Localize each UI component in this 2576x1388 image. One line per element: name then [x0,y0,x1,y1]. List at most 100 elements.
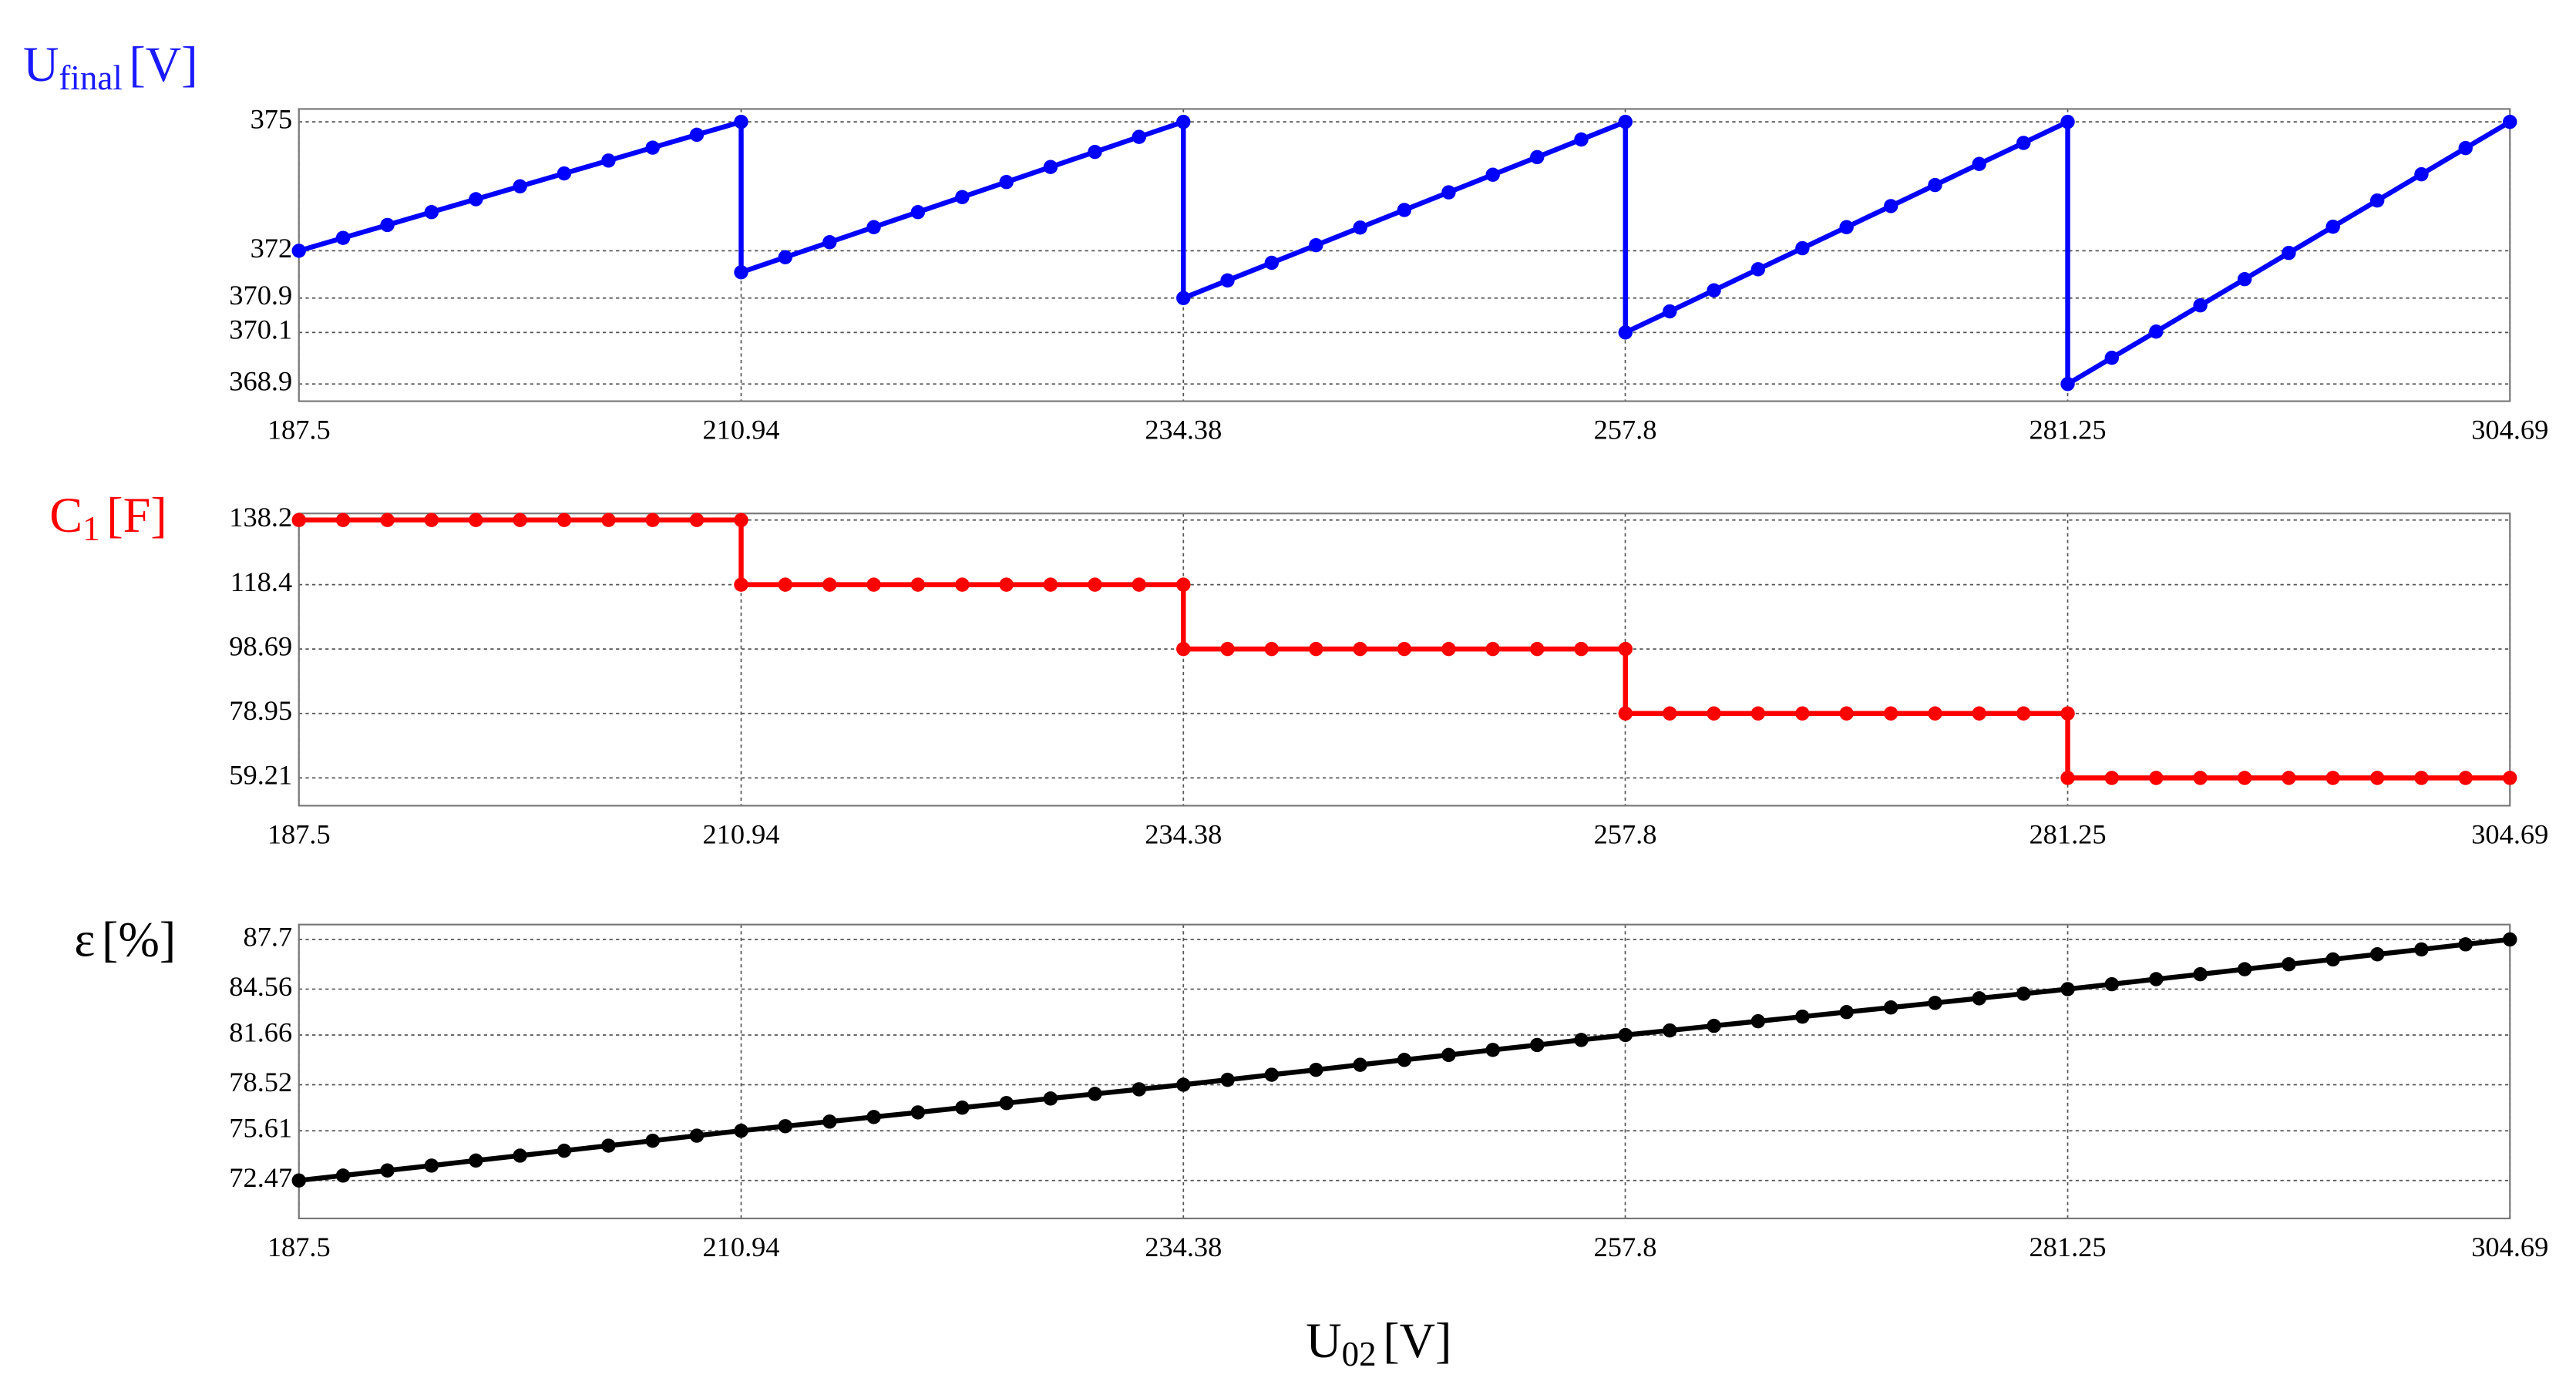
data-point [1839,220,1854,234]
data-point [1750,706,1766,721]
data-point [557,513,572,527]
data-point [2369,771,2385,785]
data-point [2369,947,2385,962]
data-point [1264,1067,1280,1082]
data-point [1485,641,1500,657]
label-main: C [49,488,82,543]
data-point [822,235,837,250]
data-point [2503,932,2517,947]
data-point [2149,324,2164,339]
data-point [2104,351,2120,365]
data-point [1707,1018,1721,1033]
data-point [1618,641,1633,657]
data-point [1220,1072,1235,1087]
data-point [424,1158,439,1173]
x-tick-label: 234.38 [1145,1232,1222,1262]
y-tick-label: 138.2 [229,502,292,533]
data-point [2060,706,2075,721]
y-tick-label: 78.52 [229,1067,292,1097]
data-point [1088,1087,1102,1101]
data-point [469,192,483,207]
data-point [1397,203,1412,217]
data-point [513,1148,527,1163]
data-point [2237,271,2252,287]
data-point [291,513,306,527]
data-point [734,114,748,129]
data-point [1795,706,1810,721]
axis-label: Ufinal [V] [23,37,198,98]
data-point [1176,641,1191,657]
data-point [910,1105,926,1120]
data-point [955,1101,970,1115]
data-point [424,205,439,220]
data-point [2149,771,2164,785]
data-point [1353,1057,1367,1072]
data-point [1707,706,1721,721]
data-point [778,1119,793,1134]
data-point [1485,167,1500,182]
data-point [513,513,527,527]
data-point [1574,132,1589,147]
data-point [1530,641,1545,657]
data-point [335,230,351,245]
x-tick-label: 257.8 [1594,1232,1657,1262]
data-point [910,205,926,220]
data-point [380,1163,395,1178]
label-sub: 02 [1342,1335,1377,1373]
data-point [2458,771,2473,785]
data-point [1663,706,1677,721]
data-point [822,1114,837,1129]
data-point [1176,291,1191,305]
data-point [734,513,748,527]
x-tick-label: 304.69 [2471,818,2548,849]
x-tick-label: 210.94 [702,1232,779,1262]
data-point [2325,952,2340,967]
data-point [1707,283,1721,297]
data-point [2325,771,2340,785]
data-point [689,1128,705,1143]
x-tick-label: 210.94 [702,415,779,445]
data-point [380,513,395,527]
data-point [1663,1023,1677,1038]
y-tick-label: 84.56 [229,971,292,1002]
data-point [1750,262,1766,277]
y-tick-label: 98.69 [229,630,292,661]
y-tick-label: 368.9 [229,366,292,397]
data-point [734,577,748,592]
data-point [469,513,483,527]
data-point [1928,706,1942,721]
data-point [1928,177,1942,193]
data-point [1176,114,1191,129]
data-point [1441,641,1456,657]
data-point [2282,245,2296,260]
x-tick-label: 257.8 [1594,818,1657,849]
data-point [380,217,395,233]
data-point [1972,991,1986,1006]
data-point [1176,577,1191,592]
data-point [2369,193,2385,208]
data-point [1397,641,1412,657]
data-point [910,577,926,592]
data-point [2193,966,2208,982]
data-point [2149,972,2164,986]
data-point [2060,982,2075,996]
plot-border [298,923,2511,1220]
y-tick-label: 118.4 [230,566,293,597]
label-unit: [F] [106,488,167,543]
data-point [2325,219,2340,234]
data-point [2193,298,2208,313]
y-tick-label: 370.9 [229,280,292,311]
y-tick-label: 372 [251,233,293,264]
data-point [1530,150,1545,165]
label-sub: final [59,59,122,97]
data-point [1132,129,1146,144]
y-tick-label: 59.21 [229,760,292,791]
data-point [1441,1047,1456,1063]
data-point [1264,641,1280,657]
data-point [1043,1091,1058,1106]
data-point [2060,114,2075,129]
data-point [1043,160,1058,174]
x-tick-label: 187.5 [267,1232,331,1262]
label-main: ε [74,912,95,966]
